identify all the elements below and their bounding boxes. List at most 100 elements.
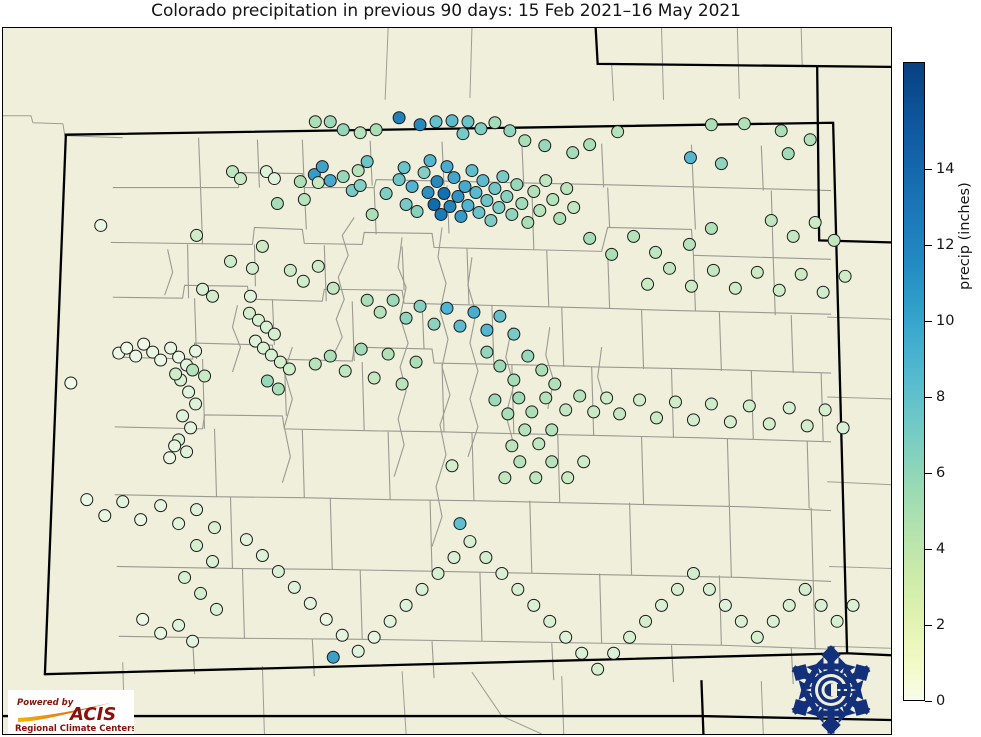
- precip-station-marker[interactable]: [518, 423, 532, 437]
- precip-station-marker[interactable]: [373, 305, 387, 319]
- precip-station-marker[interactable]: [429, 115, 443, 129]
- precip-station-marker[interactable]: [472, 205, 486, 219]
- precip-station-marker[interactable]: [704, 118, 718, 132]
- precip-station-marker[interactable]: [208, 521, 222, 535]
- precip-station-marker[interactable]: [136, 612, 150, 626]
- precip-station-marker[interactable]: [415, 582, 429, 596]
- precip-station-marker[interactable]: [367, 371, 381, 385]
- precip-station-marker[interactable]: [488, 182, 502, 196]
- precip-station-marker[interactable]: [353, 179, 367, 193]
- precip-station-marker[interactable]: [786, 229, 800, 243]
- precip-station-marker[interactable]: [529, 471, 543, 485]
- precip-station-marker[interactable]: [518, 134, 532, 148]
- precip-station-marker[interactable]: [206, 289, 220, 303]
- precip-station-marker[interactable]: [233, 172, 247, 186]
- precip-station-markers[interactable]: [64, 111, 860, 676]
- precip-station-marker[interactable]: [559, 630, 573, 644]
- precip-station-marker[interactable]: [351, 644, 365, 658]
- precip-station-marker[interactable]: [463, 535, 477, 549]
- precip-station-marker[interactable]: [488, 116, 502, 130]
- precip-station-marker[interactable]: [816, 285, 830, 299]
- precip-station-marker[interactable]: [383, 614, 397, 628]
- precip-station-marker[interactable]: [623, 630, 637, 644]
- precip-station-marker[interactable]: [260, 374, 274, 388]
- precip-station-marker[interactable]: [116, 495, 130, 509]
- precip-station-marker[interactable]: [189, 344, 203, 358]
- precip-station-marker[interactable]: [511, 582, 525, 596]
- precip-station-marker[interactable]: [723, 415, 737, 429]
- precip-station-marker[interactable]: [163, 451, 177, 465]
- precip-station-marker[interactable]: [583, 138, 597, 152]
- precip-station-marker[interactable]: [836, 421, 850, 435]
- precip-station-marker[interactable]: [539, 391, 553, 405]
- precip-station-marker[interactable]: [532, 437, 546, 451]
- precip-station-marker[interactable]: [521, 349, 535, 363]
- acis-logo[interactable]: Powered by ACIS Regional Climate Centers: [8, 690, 134, 734]
- precip-station-marker[interactable]: [670, 582, 684, 596]
- precip-station-marker[interactable]: [308, 357, 322, 371]
- precip-station-marker[interactable]: [409, 355, 423, 369]
- precip-station-marker[interactable]: [764, 213, 778, 227]
- precip-station-marker[interactable]: [326, 281, 340, 295]
- precip-station-marker[interactable]: [430, 175, 444, 189]
- precip-station-marker[interactable]: [64, 376, 78, 390]
- precip-station-marker[interactable]: [683, 151, 697, 165]
- precip-station-marker[interactable]: [838, 269, 852, 283]
- precip-station-marker[interactable]: [686, 413, 700, 427]
- precip-station-marker[interactable]: [495, 566, 509, 580]
- precip-station-marker[interactable]: [421, 186, 435, 200]
- precip-station-marker[interactable]: [271, 564, 285, 578]
- precip-station-marker[interactable]: [445, 114, 459, 128]
- precip-station-marker[interactable]: [533, 204, 547, 217]
- precip-station-marker[interactable]: [480, 323, 494, 337]
- precip-station-marker[interactable]: [503, 124, 517, 138]
- precip-station-marker[interactable]: [186, 363, 200, 377]
- precip-station-marker[interactable]: [351, 164, 365, 178]
- precip-station-marker[interactable]: [774, 124, 788, 138]
- precip-station-marker[interactable]: [264, 348, 278, 362]
- precip-station-marker[interactable]: [474, 122, 488, 136]
- precip-station-marker[interactable]: [539, 174, 553, 188]
- precip-station-marker[interactable]: [591, 662, 605, 676]
- precip-station-marker[interactable]: [120, 341, 134, 355]
- precip-station-marker[interactable]: [172, 517, 186, 531]
- precip-station-marker[interactable]: [493, 309, 507, 323]
- precip-station-marker[interactable]: [287, 580, 301, 594]
- precip-station-marker[interactable]: [338, 364, 352, 378]
- precip-station-marker[interactable]: [543, 614, 557, 628]
- precip-station-marker[interactable]: [282, 362, 296, 376]
- precip-station-marker[interactable]: [846, 598, 860, 612]
- precip-station-marker[interactable]: [535, 363, 549, 377]
- precip-station-marker[interactable]: [242, 306, 256, 320]
- precip-station-marker[interactable]: [243, 289, 257, 303]
- precip-station-marker[interactable]: [245, 261, 259, 275]
- precip-station-marker[interactable]: [354, 342, 368, 356]
- precip-station-marker[interactable]: [353, 126, 367, 140]
- precip-station-marker[interactable]: [501, 407, 515, 421]
- precip-station-marker[interactable]: [146, 345, 160, 359]
- precip-station-marker[interactable]: [800, 419, 814, 433]
- precip-station-marker[interactable]: [456, 127, 470, 141]
- precip-station-marker[interactable]: [303, 596, 317, 610]
- precip-station-marker[interactable]: [397, 161, 411, 175]
- precip-station-marker[interactable]: [399, 598, 413, 612]
- precip-station-marker[interactable]: [686, 566, 700, 580]
- precip-station-marker[interactable]: [704, 221, 718, 235]
- precip-station-marker[interactable]: [781, 147, 795, 161]
- precip-station-marker[interactable]: [480, 194, 494, 207]
- precip-station-marker[interactable]: [575, 646, 589, 660]
- precip-station-marker[interactable]: [206, 555, 220, 568]
- precip-station-marker[interactable]: [365, 207, 379, 221]
- precip-station-marker[interactable]: [271, 382, 285, 396]
- precip-station-marker[interactable]: [561, 471, 575, 485]
- precip-station-marker[interactable]: [704, 397, 718, 411]
- precip-station-marker[interactable]: [336, 170, 350, 184]
- precip-station-marker[interactable]: [492, 201, 506, 214]
- precip-station-marker[interactable]: [190, 539, 204, 553]
- precip-station-marker[interactable]: [440, 301, 454, 315]
- precip-station-marker[interactable]: [484, 213, 498, 227]
- precip-station-marker[interactable]: [583, 231, 597, 245]
- precip-station-marker[interactable]: [172, 618, 186, 632]
- precip-station-marker[interactable]: [545, 423, 559, 437]
- precip-station-marker[interactable]: [198, 369, 212, 383]
